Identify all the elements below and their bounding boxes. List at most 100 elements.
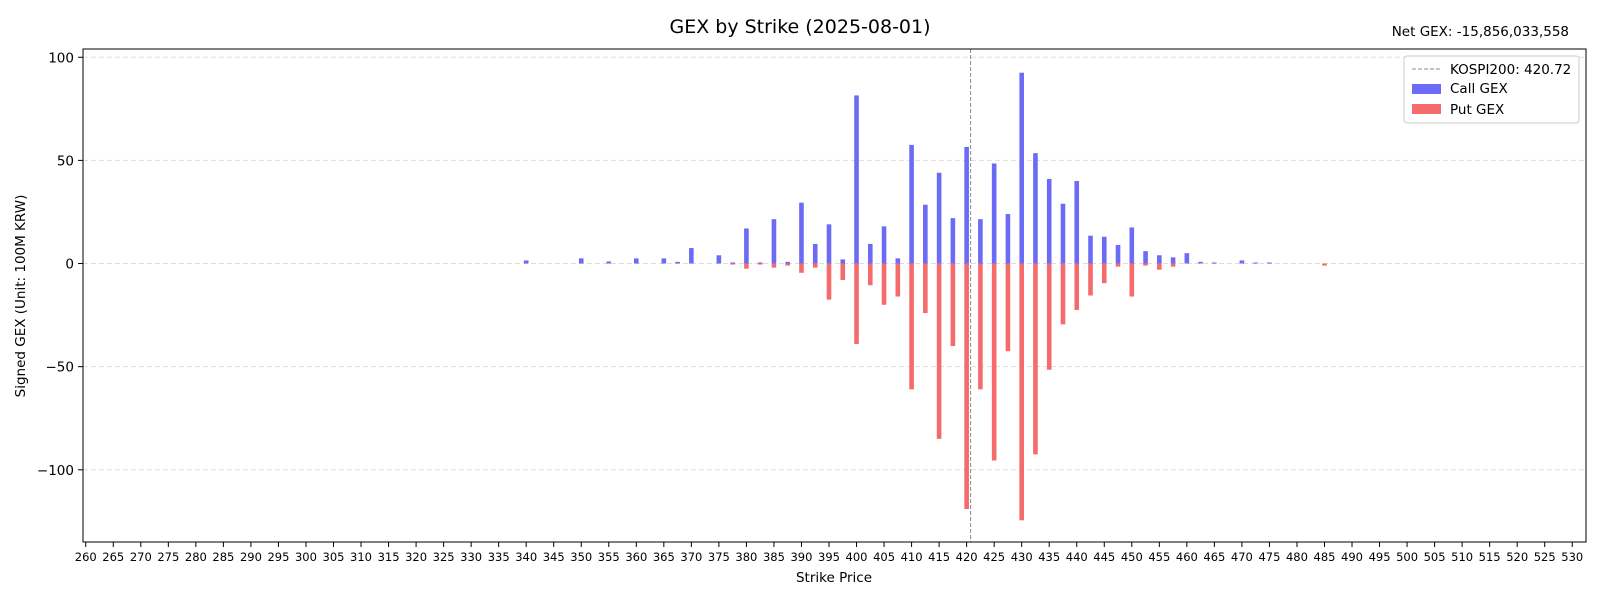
call-gex-bar [1184, 253, 1190, 264]
put-gex-bar [881, 263, 887, 305]
x-tick-label: 530 [1561, 550, 1583, 564]
x-tick-label: 310 [350, 550, 372, 564]
put-gex-bar [771, 263, 777, 268]
x-tick-label: 260 [75, 550, 97, 564]
call-gex-bar [675, 261, 680, 264]
put-gex-bar [1129, 263, 1135, 297]
put-gex-bar [1019, 263, 1024, 521]
call-gex-bar [1170, 257, 1176, 264]
put-gex-bar [950, 263, 956, 347]
call-gex-bar [909, 144, 914, 264]
x-tick-label: 390 [790, 550, 812, 564]
call-gex-bar [881, 226, 887, 264]
x-tick-label: 340 [515, 550, 537, 564]
call-gex-bar [1101, 236, 1107, 264]
x-tick-label: 360 [625, 550, 647, 564]
call-gex-bar [812, 243, 818, 264]
chart-title: GEX by Strike (2025-08-01) [669, 16, 930, 38]
put-gex-bar [1157, 263, 1162, 270]
put-gex-bar [909, 263, 914, 390]
call-gex-bar [634, 258, 639, 264]
put-gex-bar [895, 263, 901, 297]
legend: KOSPI200: 420.72 Call GEX Put GEX [1403, 55, 1580, 124]
x-tick-label: 490 [1341, 550, 1363, 564]
call-gex-bar [867, 243, 873, 264]
x-tick-label: 475 [1258, 550, 1280, 564]
x-tick-label: 320 [405, 550, 427, 564]
x-tick-label: 375 [708, 550, 730, 564]
put-gex-bar [1143, 263, 1148, 266]
put-gex-bar [1046, 263, 1052, 370]
x-tick-label: 410 [901, 550, 923, 564]
x-tick-label: 455 [1148, 550, 1170, 564]
x-tick-label: 380 [735, 550, 757, 564]
call-gex-bar [757, 262, 763, 264]
put-gex-bar [730, 263, 735, 265]
put-gex-bar [964, 263, 969, 509]
call-gex-bar [840, 259, 846, 264]
x-axis: 260 265 270 275 280 285 290 295 300 305 310 315 320 3… [75, 542, 1583, 564]
net-gex-label: Net GEX: -15,856,033,558 [1392, 24, 1569, 40]
call-gex-bar [523, 260, 529, 264]
x-tick-label: 495 [1369, 550, 1391, 564]
call-gex-bar [1212, 262, 1217, 264]
put-gex-bar [1005, 263, 1011, 352]
x-tick-label: 400 [846, 550, 868, 564]
x-tick-label: 345 [543, 550, 565, 564]
x-tick-label: 485 [1314, 550, 1336, 564]
put-gex-bar [1033, 263, 1038, 455]
call-gex-bar [716, 255, 722, 264]
x-tick-label: 515 [1479, 550, 1501, 564]
x-tick-label: 325 [433, 550, 455, 564]
plot-frame [82, 48, 1587, 543]
y-tick-label: −50 [46, 360, 75, 376]
call-gex-bar [978, 219, 983, 264]
call-gex-bar [1005, 214, 1011, 264]
call-gex-bar [785, 261, 791, 264]
put-gex-bar [991, 263, 997, 461]
x-tick-label: 290 [240, 550, 262, 564]
y-tick-label: 0 [65, 257, 74, 273]
put-gex-bar [1101, 263, 1107, 284]
put-gex-bar [978, 263, 983, 390]
put-gex-bar [867, 263, 873, 286]
call-gex-bar [1239, 260, 1245, 264]
x-tick-label: 300 [295, 550, 317, 564]
call-gex-bar [1198, 261, 1203, 264]
call-gex-bar [771, 219, 777, 264]
bars [523, 72, 1327, 521]
call-gex-bar [1088, 235, 1093, 264]
x-tick-label: 365 [653, 550, 675, 564]
put-gex-bar [757, 263, 763, 265]
call-gex-bar [1074, 181, 1080, 264]
x-tick-label: 435 [1038, 550, 1060, 564]
call-gex-bar [578, 258, 584, 264]
call-gex-bar [826, 224, 832, 264]
x-tick-label: 430 [1011, 550, 1033, 564]
put-gex-bar [936, 263, 942, 439]
y-tick-label: 100 [48, 50, 74, 66]
x-tick-label: 440 [1066, 550, 1088, 564]
call-gex-bar [1157, 255, 1162, 264]
put-gex-bar [1074, 263, 1080, 310]
x-tick-label: 500 [1396, 550, 1418, 564]
x-tick-label: 315 [378, 550, 400, 564]
call-gex-bar [744, 228, 749, 264]
call-gex-bar [1060, 203, 1066, 264]
put-gex-bar [826, 263, 832, 300]
call-gex-bar [661, 258, 667, 264]
call-gex-bar [1115, 244, 1121, 264]
call-gex-bar [730, 262, 735, 264]
x-tick-label: 470 [1231, 550, 1253, 564]
call-gex-bar [1129, 227, 1135, 264]
put-gex-bar [799, 263, 804, 273]
x-tick-label: 520 [1506, 550, 1528, 564]
call-gex-bar [1046, 178, 1052, 264]
call-gex-bar [964, 146, 969, 264]
legend-call-swatch [1412, 84, 1441, 94]
x-tick-label: 420 [956, 550, 978, 564]
call-gex-bar [689, 248, 694, 264]
x-tick-label: 385 [763, 550, 785, 564]
